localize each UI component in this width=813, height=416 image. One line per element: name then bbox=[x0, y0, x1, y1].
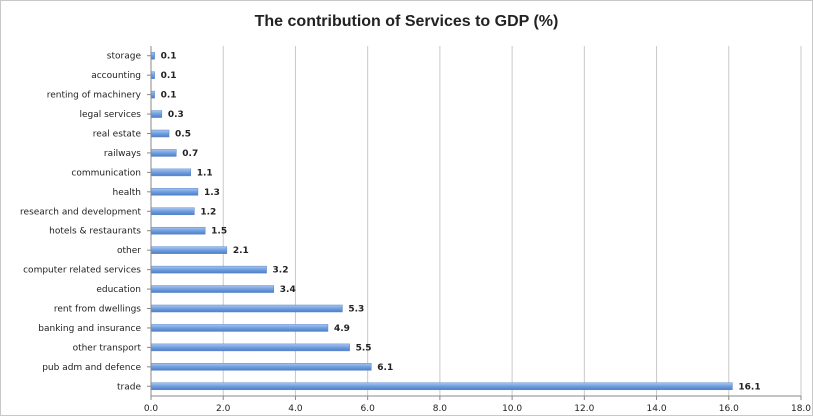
x-tick-label: 10.0 bbox=[502, 404, 522, 414]
category-label: banking and insurance bbox=[38, 324, 141, 334]
data-label: 0.5 bbox=[175, 130, 191, 140]
gridlines bbox=[222, 46, 802, 396]
bar bbox=[150, 285, 275, 293]
data-label: 3.2 bbox=[273, 266, 289, 276]
bars bbox=[150, 51, 733, 391]
data-label: 0.1 bbox=[161, 52, 177, 62]
category-label: education bbox=[96, 285, 141, 295]
category-label: communication bbox=[71, 168, 141, 178]
bar bbox=[150, 168, 191, 177]
data-label: 6.1 bbox=[377, 363, 393, 373]
data-label: 1.2 bbox=[200, 207, 216, 217]
x-tick-label: 2.0 bbox=[216, 404, 231, 414]
category-label: renting of machinery bbox=[47, 91, 142, 101]
data-label: 2.1 bbox=[233, 246, 249, 256]
bar bbox=[150, 149, 177, 157]
x-tick-label: 12.0 bbox=[574, 404, 594, 414]
category-label: other transport bbox=[73, 343, 142, 353]
bar bbox=[150, 382, 733, 391]
data-label: 1.5 bbox=[211, 227, 227, 237]
bar bbox=[150, 246, 228, 254]
x-tick-label: 0.0 bbox=[144, 404, 159, 414]
bar bbox=[150, 51, 155, 60]
bar bbox=[150, 343, 350, 352]
bar bbox=[150, 226, 206, 235]
bar bbox=[150, 90, 155, 99]
category-label: research and development bbox=[20, 207, 141, 217]
data-label: 1.3 bbox=[204, 188, 220, 198]
category-label: real estate bbox=[93, 130, 142, 140]
bar bbox=[150, 110, 163, 118]
bar bbox=[150, 207, 195, 216]
x-tick-label: 8.0 bbox=[433, 404, 448, 414]
category-label: rent from dwellings bbox=[54, 305, 141, 315]
x-tick-label: 6.0 bbox=[361, 404, 376, 414]
axes bbox=[147, 46, 802, 400]
x-tick-label: 4.0 bbox=[288, 404, 303, 414]
category-label: computer related services bbox=[23, 266, 141, 276]
data-label: 3.4 bbox=[280, 285, 296, 295]
category-label: health bbox=[113, 188, 142, 198]
x-tick-label: 16.0 bbox=[719, 404, 739, 414]
x-tick-label: 18.0 bbox=[791, 404, 811, 414]
data-label: 5.3 bbox=[348, 305, 364, 315]
category-label: railways bbox=[104, 149, 141, 159]
bar bbox=[150, 71, 155, 79]
labels: 0.0 2.0 4.0 6.0 8.0 10.0 12.0 14.0 16.0 18.0 stora… bbox=[20, 52, 811, 414]
bar bbox=[150, 304, 343, 313]
data-label: 0.7 bbox=[182, 149, 198, 159]
x-tick-label: 14.0 bbox=[647, 404, 667, 414]
category-label: hotels & restaurants bbox=[49, 227, 141, 237]
chart-title: The contribution of Services to GDP (%) bbox=[254, 13, 559, 30]
bar bbox=[150, 363, 372, 371]
data-label: 5.5 bbox=[356, 343, 372, 353]
category-label: other bbox=[117, 246, 141, 256]
category-label: storage bbox=[107, 52, 142, 62]
bar bbox=[150, 265, 267, 274]
category-label: accounting bbox=[91, 71, 141, 81]
data-label: 0.1 bbox=[161, 91, 177, 101]
data-label: 1.1 bbox=[197, 168, 213, 178]
data-label: 16.1 bbox=[738, 382, 760, 392]
bar bbox=[150, 188, 199, 196]
category-label: trade bbox=[117, 382, 141, 392]
category-label: pub adm and defence bbox=[42, 363, 141, 373]
bar bbox=[150, 324, 329, 332]
category-label: legal services bbox=[79, 110, 141, 120]
data-label: 4.9 bbox=[334, 324, 350, 334]
data-label: 0.1 bbox=[161, 71, 177, 81]
bar bbox=[150, 129, 170, 138]
data-label: 0.3 bbox=[168, 110, 184, 120]
